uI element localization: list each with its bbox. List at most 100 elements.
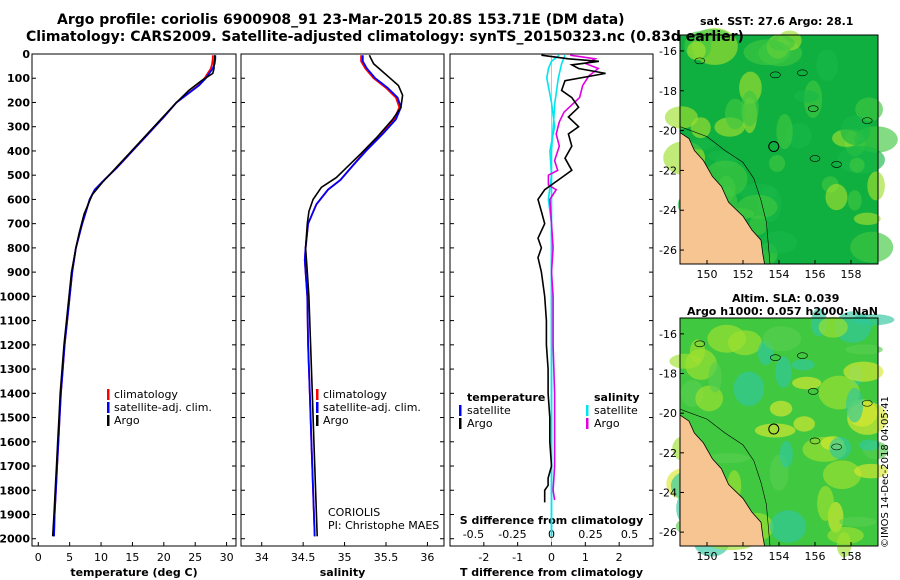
map-lon-tick-label: 152 bbox=[733, 550, 754, 563]
float-position-marker bbox=[768, 423, 780, 435]
map-lat-tick-label: -20 bbox=[659, 407, 677, 420]
map-field-patch bbox=[794, 90, 820, 103]
map-reef-outline bbox=[861, 399, 873, 407]
map-reef-outline bbox=[807, 388, 819, 395]
map-lat-tick-label: -24 bbox=[659, 204, 677, 217]
map-lat-tick-label: -16 bbox=[659, 45, 677, 58]
depth-tick-label: 500 bbox=[7, 169, 30, 182]
depth-tick-label: 0 bbox=[22, 48, 30, 61]
x-tick-label: 25 bbox=[188, 551, 202, 564]
depth-tick-label: 700 bbox=[7, 218, 30, 231]
x-tick-label: 35 bbox=[338, 551, 352, 564]
map-field-patch bbox=[840, 115, 871, 146]
map-field-patch bbox=[817, 485, 834, 522]
legend-swatch bbox=[586, 405, 589, 416]
map-field-patch bbox=[818, 316, 848, 338]
map-field-patch bbox=[690, 117, 711, 139]
map-field-patch bbox=[855, 97, 884, 122]
map-field-patch bbox=[847, 190, 862, 211]
map-field-patch bbox=[867, 171, 885, 201]
depth-tick-label: 2000 bbox=[0, 533, 30, 546]
map-depth-contour bbox=[679, 126, 771, 265]
map-lat-tick-label: -24 bbox=[659, 486, 677, 499]
x-tick-label: 1 bbox=[582, 551, 589, 564]
map-field-patch bbox=[775, 356, 792, 388]
figure-title-line1: Argo profile: coriolis 6900908_91 23-Mar… bbox=[57, 12, 625, 28]
map-lat-tick-label: -26 bbox=[659, 244, 677, 257]
map-field-patch bbox=[839, 516, 877, 527]
depth-tick-label: 1400 bbox=[0, 387, 30, 400]
map-reef-outline bbox=[809, 437, 821, 445]
map-field-patch bbox=[822, 460, 862, 490]
depth-tick-label: 600 bbox=[7, 193, 30, 206]
legend-swatch bbox=[107, 415, 110, 426]
map-field-patch bbox=[768, 35, 795, 51]
map-reef-outline bbox=[694, 57, 706, 65]
map-field-patch bbox=[760, 231, 797, 254]
top-scale-tick-label: -0.5 bbox=[463, 528, 484, 541]
legend-label: Argo bbox=[594, 417, 620, 430]
depth-tick-label: 1300 bbox=[0, 363, 30, 376]
depth-tick-label: 1600 bbox=[0, 436, 30, 449]
top-scale-tick-label: 0.25 bbox=[578, 528, 603, 541]
map-field-patch bbox=[688, 139, 716, 150]
depth-tick-label: 200 bbox=[7, 96, 30, 109]
top-scale-tick-label: 0.5 bbox=[621, 528, 639, 541]
map-field-patch bbox=[816, 49, 838, 81]
map-reef-outline bbox=[797, 352, 808, 359]
x-axis-label: temperature (deg C) bbox=[70, 566, 197, 579]
x-axis-label: T difference from climatology bbox=[460, 566, 643, 579]
map-field-patch bbox=[740, 90, 759, 127]
sst-map-title: sat. SST: 27.6 Argo: 28.1 bbox=[700, 15, 854, 28]
map-field-patch bbox=[762, 326, 802, 352]
map-lon-tick-label: 156 bbox=[805, 268, 826, 281]
depth-tick-label: 1800 bbox=[0, 484, 30, 497]
sla-map-title-line2: Argo h1000: 0.057 h2000: NaN bbox=[687, 305, 879, 318]
sla-map-title-line1: Altim. SLA: 0.039 bbox=[732, 292, 840, 305]
series-line-temperature-argo bbox=[537, 54, 606, 503]
legend-label: Argo bbox=[114, 414, 140, 427]
legend-swatch bbox=[316, 389, 319, 400]
map-land bbox=[679, 414, 766, 547]
map-reef-outline bbox=[770, 354, 781, 361]
map-lon-tick-label: 150 bbox=[697, 268, 718, 281]
map-field-patch bbox=[727, 330, 763, 356]
map-field-patch bbox=[834, 311, 872, 344]
legend-title: salinity bbox=[594, 391, 640, 404]
legend-swatch bbox=[459, 418, 462, 429]
x-tick-label: -2 bbox=[478, 551, 489, 564]
panel-frame-1 bbox=[31, 53, 237, 547]
map-lat-tick-label: -20 bbox=[659, 125, 677, 138]
copyright-stamp: ©IMOS 14-Dec-2018 04:05:41 bbox=[880, 396, 891, 548]
map-field-patch bbox=[792, 376, 822, 390]
map-land bbox=[679, 131, 766, 265]
depth-tick-label: 1000 bbox=[0, 290, 30, 303]
series-line-salinity-argo bbox=[547, 54, 600, 501]
map-field-patch bbox=[825, 183, 848, 211]
depth-tick-label: 100 bbox=[7, 72, 30, 85]
x-tick-label: 15 bbox=[125, 551, 139, 564]
series-line-salinity-satellite bbox=[545, 54, 560, 537]
map-field-patch bbox=[793, 416, 815, 432]
x-tick-label: 20 bbox=[157, 551, 171, 564]
watermark-line2: PI: Christophe MAES bbox=[328, 519, 440, 532]
map-field-patch bbox=[687, 41, 706, 60]
map-field-patch bbox=[858, 439, 880, 451]
legend-label: Argo bbox=[467, 417, 493, 430]
top-scale-tick-label: -0.25 bbox=[498, 528, 526, 541]
map-depth-contour bbox=[679, 408, 771, 547]
map-lon-tick-label: 150 bbox=[697, 550, 718, 563]
legend-swatch bbox=[316, 415, 319, 426]
x-tick-label: 0 bbox=[548, 551, 555, 564]
figure-title-line2: Climatology: CARS2009. Satellite-adjuste… bbox=[26, 29, 744, 45]
depth-tick-label: 1700 bbox=[0, 460, 30, 473]
map-field-patch bbox=[853, 212, 881, 226]
x-tick-label: 36 bbox=[420, 551, 434, 564]
x-axis-label: salinity bbox=[320, 566, 366, 579]
map-lon-tick-label: 156 bbox=[805, 550, 826, 563]
map-reef-outline bbox=[861, 117, 873, 124]
map-lon-tick-label: 158 bbox=[841, 550, 862, 563]
map-field-patch bbox=[707, 150, 732, 162]
